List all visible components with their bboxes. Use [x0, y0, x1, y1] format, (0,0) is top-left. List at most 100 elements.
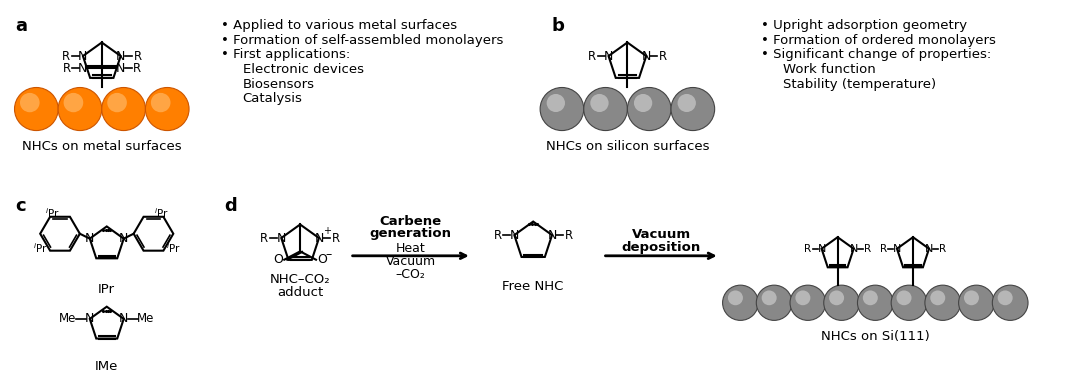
Text: R: R	[134, 50, 141, 62]
Circle shape	[959, 285, 995, 320]
Text: • First applications:: • First applications:	[220, 49, 350, 61]
Text: N: N	[604, 50, 613, 62]
Circle shape	[146, 88, 189, 130]
Circle shape	[791, 285, 826, 320]
Text: NHCs on silicon surfaces: NHCs on silicon surfaces	[545, 140, 710, 153]
Text: • Formation of self-assembled monolayers: • Formation of self-assembled monolayers	[220, 34, 503, 47]
Text: b: b	[551, 17, 564, 35]
Text: O: O	[273, 253, 283, 266]
Text: +: +	[323, 226, 330, 236]
Text: –CO₂: –CO₂	[395, 268, 426, 280]
Circle shape	[998, 290, 1013, 305]
Circle shape	[102, 88, 146, 130]
Text: N: N	[924, 244, 933, 254]
Circle shape	[829, 290, 845, 305]
Text: R: R	[133, 62, 140, 74]
Text: R: R	[864, 244, 872, 254]
Circle shape	[993, 285, 1028, 320]
Circle shape	[64, 93, 83, 112]
Text: N: N	[642, 50, 651, 62]
Text: R: R	[565, 229, 573, 241]
Text: Vacuum: Vacuum	[386, 255, 435, 268]
Text: N: N	[85, 232, 94, 245]
Text: R: R	[879, 244, 887, 254]
Text: N: N	[78, 50, 87, 62]
Text: N: N	[116, 62, 125, 74]
Circle shape	[546, 94, 565, 112]
Text: R: R	[332, 232, 340, 244]
Circle shape	[964, 290, 978, 305]
Circle shape	[824, 285, 860, 320]
Circle shape	[591, 94, 609, 112]
Text: Stability (temperature): Stability (temperature)	[783, 78, 936, 91]
Text: R: R	[805, 244, 811, 254]
Circle shape	[627, 88, 671, 130]
Text: Me: Me	[59, 312, 77, 325]
Text: N: N	[314, 232, 324, 244]
Text: Biosensors: Biosensors	[243, 78, 314, 91]
Circle shape	[891, 285, 927, 320]
Text: N: N	[548, 229, 556, 241]
Text: R: R	[260, 232, 269, 244]
Text: IPr: IPr	[98, 283, 116, 296]
Circle shape	[924, 285, 960, 320]
Circle shape	[634, 94, 652, 112]
Text: d: d	[224, 197, 237, 215]
Text: c: c	[15, 197, 26, 215]
Text: N: N	[510, 229, 519, 241]
Text: N: N	[893, 244, 901, 254]
Text: $^i$Pr: $^i$Pr	[32, 241, 48, 255]
Circle shape	[858, 285, 893, 320]
Text: R: R	[63, 62, 71, 74]
Text: $^i$Pr: $^i$Pr	[166, 241, 180, 255]
Text: Work function: Work function	[783, 63, 876, 76]
Text: Free NHC: Free NHC	[502, 280, 564, 293]
Circle shape	[761, 290, 777, 305]
Text: Me: Me	[137, 312, 154, 325]
Circle shape	[107, 93, 126, 112]
Text: N: N	[850, 244, 858, 254]
Text: • Formation of ordered monolayers: • Formation of ordered monolayers	[761, 34, 996, 47]
Text: N: N	[78, 62, 87, 74]
Text: • Significant change of properties:: • Significant change of properties:	[761, 49, 991, 61]
Circle shape	[863, 290, 878, 305]
Circle shape	[756, 285, 792, 320]
Circle shape	[14, 88, 58, 130]
Text: Catalysis: Catalysis	[243, 92, 302, 105]
Circle shape	[540, 88, 584, 130]
Text: N: N	[818, 244, 826, 254]
Circle shape	[728, 290, 743, 305]
Text: IMe: IMe	[95, 359, 119, 373]
Text: Electronic devices: Electronic devices	[243, 63, 364, 76]
Text: adduct: adduct	[276, 286, 323, 299]
Text: Carbene: Carbene	[380, 215, 442, 228]
Circle shape	[671, 88, 715, 130]
Text: R: R	[659, 50, 667, 62]
Circle shape	[677, 94, 696, 112]
Circle shape	[151, 93, 171, 112]
Text: R: R	[62, 50, 70, 62]
Text: generation: generation	[369, 227, 451, 240]
Circle shape	[584, 88, 627, 130]
Circle shape	[795, 290, 810, 305]
Text: N: N	[116, 50, 125, 62]
Circle shape	[723, 285, 758, 320]
Text: • Upright adsorption geometry: • Upright adsorption geometry	[761, 19, 968, 32]
Text: –: –	[326, 248, 332, 261]
Text: N: N	[119, 232, 129, 245]
Circle shape	[896, 290, 912, 305]
Text: R: R	[494, 229, 501, 241]
Text: R: R	[588, 50, 596, 62]
Circle shape	[930, 290, 945, 305]
Text: • Applied to various metal surfaces: • Applied to various metal surfaces	[220, 19, 457, 32]
Text: $^i$Pr: $^i$Pr	[44, 206, 59, 220]
Text: Vacuum: Vacuum	[632, 228, 691, 241]
Text: N: N	[85, 312, 94, 325]
Text: $^i$Pr: $^i$Pr	[153, 206, 168, 220]
Text: NHCs on metal surfaces: NHCs on metal surfaces	[22, 140, 181, 153]
Text: O: O	[318, 253, 327, 266]
Text: NHC–CO₂: NHC–CO₂	[270, 273, 330, 287]
Text: N: N	[276, 232, 286, 244]
Text: Heat: Heat	[396, 242, 426, 255]
Circle shape	[58, 88, 102, 130]
